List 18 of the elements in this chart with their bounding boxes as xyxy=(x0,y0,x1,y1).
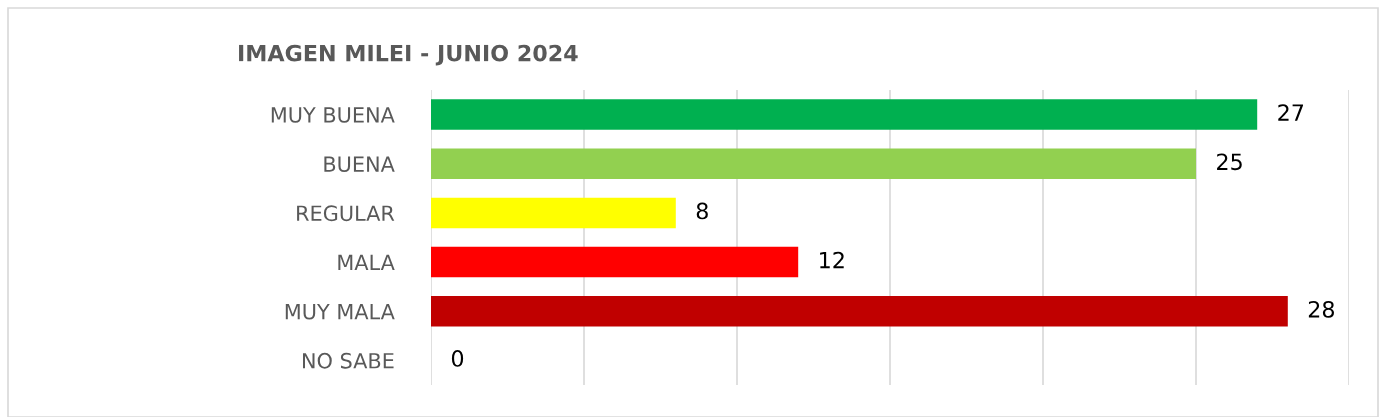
data-label: 12 xyxy=(820,251,844,269)
data-label: 27 xyxy=(1278,104,1304,121)
bar xyxy=(431,246,799,278)
data-label: 25 xyxy=(1217,153,1242,171)
y-tick-label: MUY BUENA xyxy=(271,107,395,123)
y-tick-label: BUENA xyxy=(324,156,395,172)
y-tick-label: REGULAR xyxy=(297,205,395,222)
data-label: 28 xyxy=(1308,300,1334,318)
bar xyxy=(431,148,1196,179)
chart-title: IMAGEN MILEI - JUNIO 2024 xyxy=(239,44,578,66)
data-label: 0 xyxy=(451,350,464,367)
bar xyxy=(431,197,676,229)
data-label: 8 xyxy=(696,202,708,220)
y-tick-label: NO SABE xyxy=(303,352,394,369)
y-tick-label: MALA xyxy=(338,254,395,270)
bar xyxy=(431,99,1258,130)
bar xyxy=(431,296,1288,327)
y-tick-label: MUY MALA xyxy=(285,303,395,320)
